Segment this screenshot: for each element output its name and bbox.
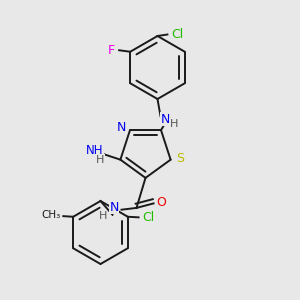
Text: F: F	[108, 44, 115, 57]
Text: Cl: Cl	[171, 28, 183, 41]
Text: NH: NH	[86, 144, 104, 157]
Text: Cl: Cl	[143, 211, 155, 224]
Text: S: S	[176, 152, 184, 165]
Text: N: N	[160, 112, 170, 126]
Text: O: O	[157, 196, 166, 209]
Text: CH₃: CH₃	[42, 210, 61, 220]
Text: H: H	[96, 155, 104, 165]
Text: H: H	[170, 119, 178, 129]
Text: H: H	[98, 211, 107, 221]
Text: N: N	[109, 201, 119, 214]
Text: N: N	[117, 121, 126, 134]
